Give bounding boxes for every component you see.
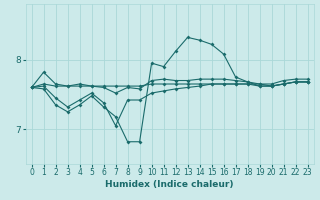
X-axis label: Humidex (Indice chaleur): Humidex (Indice chaleur)	[105, 180, 234, 189]
